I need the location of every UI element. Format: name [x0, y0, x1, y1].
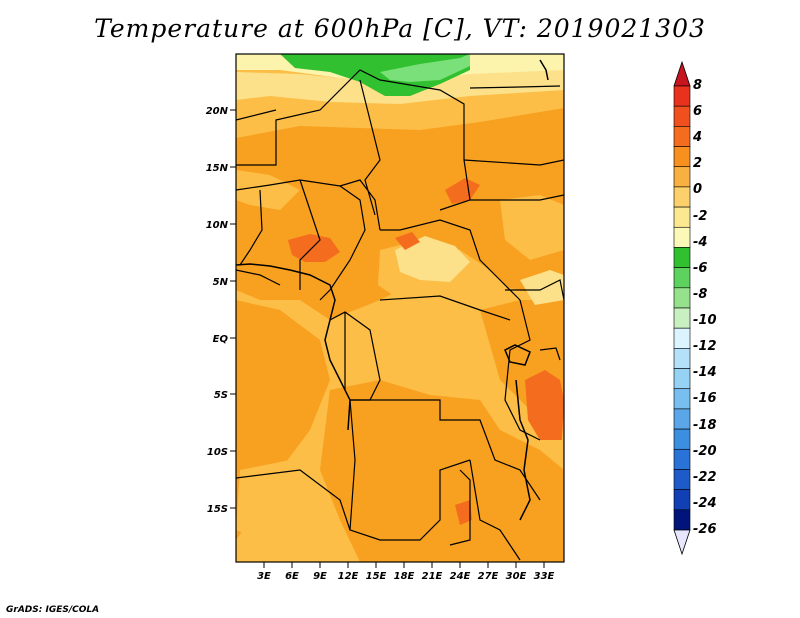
lat-axis: 20N 15N 10N 5N EQ 5S 10S 15S — [206, 106, 236, 515]
lon-tick-label: 30E — [506, 571, 527, 582]
colorbar-label: -6 — [693, 260, 708, 276]
colorbar-swatch — [673, 105, 691, 127]
map-frame — [235, 53, 565, 563]
map-fill — [236, 54, 564, 562]
colorbar-swatch — [673, 448, 691, 470]
lat-tick-label: 15S — [207, 504, 228, 515]
colorbar-label: -20 — [693, 443, 717, 459]
colorbar-label: 2 — [693, 156, 703, 172]
field-warm-4-6-southern — [455, 500, 472, 525]
lat-tick-label: 5N — [213, 277, 229, 288]
colorbar-label: -18 — [693, 417, 717, 433]
coastlines — [236, 59, 549, 521]
colorbar-top-arrow — [673, 60, 691, 87]
lon-tick-label: 24E — [450, 571, 471, 582]
field-cool-m2-0-central — [395, 236, 470, 282]
colorbar-swatch — [673, 388, 691, 410]
colorbar-label: -16 — [693, 391, 717, 407]
lon-tick-label: 12E — [338, 571, 359, 582]
field-warm-2-4 — [236, 92, 564, 320]
colorbar-label: -4 — [693, 234, 708, 250]
field-warm-4-6-sudan — [395, 232, 420, 250]
colorbar-swatch — [673, 469, 691, 490]
colorbar-swatch — [673, 428, 691, 450]
lat-tick-label: 10S — [207, 447, 228, 458]
colorbar-swatch — [673, 206, 691, 228]
colorbar-swatch — [673, 85, 691, 107]
colorbar-label: -10 — [693, 313, 717, 329]
lon-tick-label: 9E — [313, 571, 327, 582]
colorbar-label: -26 — [693, 522, 717, 537]
colorbar-label: -12 — [693, 339, 717, 355]
grads-credit: GrADS: IGES/COLA — [6, 605, 100, 615]
colorbar-label: 6 — [693, 104, 703, 120]
lon-tick-label: 33E — [534, 571, 555, 582]
lat-tick-label: EQ — [213, 334, 229, 345]
field-warm-0-2-east — [500, 195, 564, 260]
colorbar-label: -14 — [693, 365, 717, 381]
colorbar-bottom-arrow — [673, 529, 691, 556]
lat-tick-label: 5S — [214, 390, 228, 401]
colorbar-swatch — [673, 267, 691, 289]
colorbar-swatch — [673, 327, 691, 349]
colorbar-label: -22 — [693, 469, 717, 485]
colorbar-label: -8 — [693, 286, 708, 302]
field-warm-4-6-nigeria — [288, 234, 340, 262]
colorbar — [673, 60, 691, 556]
colorbar-swatch — [673, 509, 691, 531]
lat-tick-label: 15N — [206, 163, 229, 174]
field-warm-0-2-southwest — [236, 460, 320, 540]
colorbar-swatch — [673, 247, 691, 268]
field-cool-m2-0-east — [520, 270, 564, 305]
colorbar-swatch — [673, 307, 691, 329]
colorbar-swatch — [673, 287, 691, 309]
colorbar-swatch — [673, 186, 691, 208]
colorbar-swatch — [673, 146, 691, 168]
colorbar-label: -24 — [693, 495, 717, 511]
colorbar-swatch — [673, 368, 691, 390]
lat-tick-label: 20N — [206, 106, 229, 117]
field-green-m8 — [380, 54, 470, 82]
lon-tick-label: 18E — [394, 571, 415, 582]
field-warm-2-4-south — [320, 380, 564, 562]
colorbar-swatch — [673, 166, 691, 188]
colorbar-label: -2 — [693, 208, 708, 224]
lon-tick-label: 21E — [422, 571, 443, 582]
country-borders — [236, 69, 564, 561]
colorbar-swatch — [673, 408, 691, 430]
colorbar-swatch — [673, 489, 691, 511]
lon-axis: 3E 6E 9E 12E 15E 18E 21E 24E 27E 30E 33E — [257, 562, 555, 582]
lon-tick-label: 15E — [366, 571, 387, 582]
field-warm-0-2-sahel — [236, 170, 300, 210]
colorbar-swatch — [673, 226, 691, 248]
colorbar-label: 0 — [693, 182, 703, 198]
colorbar-label: 4 — [693, 130, 703, 146]
lon-tick-label: 3E — [257, 571, 271, 582]
lon-tick-label: 6E — [285, 571, 299, 582]
lat-tick-label: 10N — [206, 220, 229, 231]
lon-tick-label: 27E — [478, 571, 499, 582]
field-warm-4-6-chad — [445, 178, 480, 204]
chart-title: Temperature at 600hPa [C], VT: 201902130… — [94, 14, 706, 43]
field-warm-4-6-eastafrica — [525, 370, 564, 440]
colorbar-swatch — [673, 126, 691, 147]
colorbar-swatch — [673, 348, 691, 369]
colorbar-label: 8 — [693, 78, 703, 93]
